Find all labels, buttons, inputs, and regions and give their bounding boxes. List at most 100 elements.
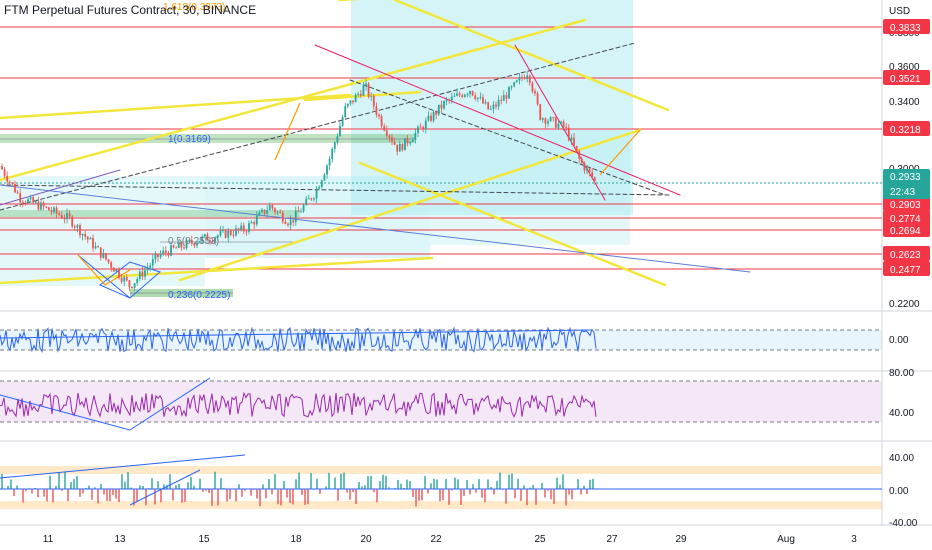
candle-body	[84, 233, 87, 237]
candle-body	[40, 202, 42, 210]
trend-line-12	[514, 44, 606, 201]
candle-body	[591, 172, 594, 178]
candle-body	[461, 95, 464, 98]
level-price-label: 0.2774	[890, 214, 921, 225]
candle-body	[328, 158, 331, 166]
candle-body	[396, 144, 399, 152]
candle-body	[383, 126, 386, 131]
candle-body	[268, 205, 271, 211]
candle-body	[411, 139, 414, 143]
candle-body	[162, 250, 165, 254]
candle-body	[227, 230, 230, 238]
candle-body	[557, 123, 560, 128]
candle-body	[393, 141, 396, 145]
candle-body	[248, 223, 250, 232]
level-price-label: 0.2623	[890, 250, 921, 261]
candle-body	[359, 93, 362, 96]
candle-body	[463, 94, 466, 98]
candle-body	[157, 254, 159, 258]
candle-body	[196, 242, 198, 246]
time-axis-bg	[0, 526, 932, 550]
candle-body	[487, 102, 490, 110]
candle-body	[323, 174, 326, 181]
countdown-label: 22:43	[890, 187, 915, 198]
last-price-label: 0.2933	[890, 172, 921, 183]
level-price-label: 0.3521	[890, 74, 921, 85]
candle-body	[567, 127, 570, 141]
candle-body	[261, 209, 263, 213]
candle-body	[107, 259, 110, 263]
level-price-label: 0.3218	[890, 125, 921, 136]
candle-body	[222, 229, 224, 231]
price-tick-label: 0.3600	[889, 62, 920, 73]
candle-body	[99, 247, 102, 258]
trend-line-4	[0, 18, 587, 182]
candle-body	[578, 150, 581, 159]
candle-body	[544, 118, 547, 124]
candle-body	[81, 233, 84, 236]
candle-body	[344, 106, 347, 118]
indicator-tick-label: 0.00	[889, 486, 909, 497]
candle-body	[86, 236, 89, 240]
candle-body	[315, 188, 318, 199]
candle-body	[237, 228, 240, 230]
currency-label: USD	[889, 6, 910, 17]
last-price-badge	[883, 169, 930, 199]
candle-body	[365, 83, 367, 86]
candle-body	[310, 198, 313, 200]
time-tick-label: 22	[430, 534, 442, 545]
level-price-badge	[883, 210, 930, 225]
indicator-trend-3	[0, 454, 246, 479]
candle-body	[8, 181, 11, 183]
candle-body	[362, 85, 365, 96]
candle-body	[513, 82, 516, 87]
candle-body	[136, 279, 139, 284]
level-price-label: 0.2477	[890, 265, 921, 276]
candle-body	[216, 235, 219, 238]
osc1-line	[0, 326, 597, 353]
time-tick-label: 15	[198, 534, 210, 545]
price-tick-label: 0.3400	[889, 97, 920, 108]
candle-body	[575, 145, 578, 151]
candle-body	[588, 168, 591, 173]
candle-body	[489, 108, 492, 110]
candle-body	[188, 240, 191, 242]
candle-body	[346, 103, 349, 107]
candle-body	[370, 95, 373, 97]
candle-body	[118, 269, 120, 278]
level-price-badge	[883, 70, 930, 85]
candle-body	[333, 142, 336, 149]
candle-body	[170, 245, 172, 256]
candle-body	[391, 137, 393, 142]
candle-body	[32, 197, 35, 203]
price-tick-label: 0.2200	[889, 299, 920, 310]
candle-body	[466, 94, 469, 96]
candle-body	[258, 212, 261, 216]
candle-body	[242, 225, 245, 232]
candle-body	[456, 93, 458, 96]
candle-body	[154, 254, 157, 260]
candle-body	[445, 99, 448, 102]
projection-arrow-1	[599, 129, 641, 176]
candle-body	[560, 121, 562, 124]
candle-body	[458, 93, 461, 96]
candle-body	[422, 127, 425, 130]
candle-body	[190, 240, 193, 244]
osc3-bars	[1, 471, 597, 507]
candle-body	[505, 95, 508, 99]
candle-body	[375, 106, 378, 115]
candle-body	[27, 199, 29, 204]
candle-body	[401, 144, 404, 151]
candle-body	[526, 75, 529, 79]
candle-body	[1, 166, 3, 170]
candle-body	[279, 211, 282, 213]
candle-body	[73, 226, 76, 228]
candle-body	[203, 234, 206, 237]
candle-body	[224, 229, 227, 238]
trend-line-10	[349, 79, 666, 196]
candle-body	[474, 95, 477, 100]
trend-line-7	[358, 161, 667, 287]
candle-body	[149, 265, 152, 268]
candle-body	[79, 225, 81, 236]
